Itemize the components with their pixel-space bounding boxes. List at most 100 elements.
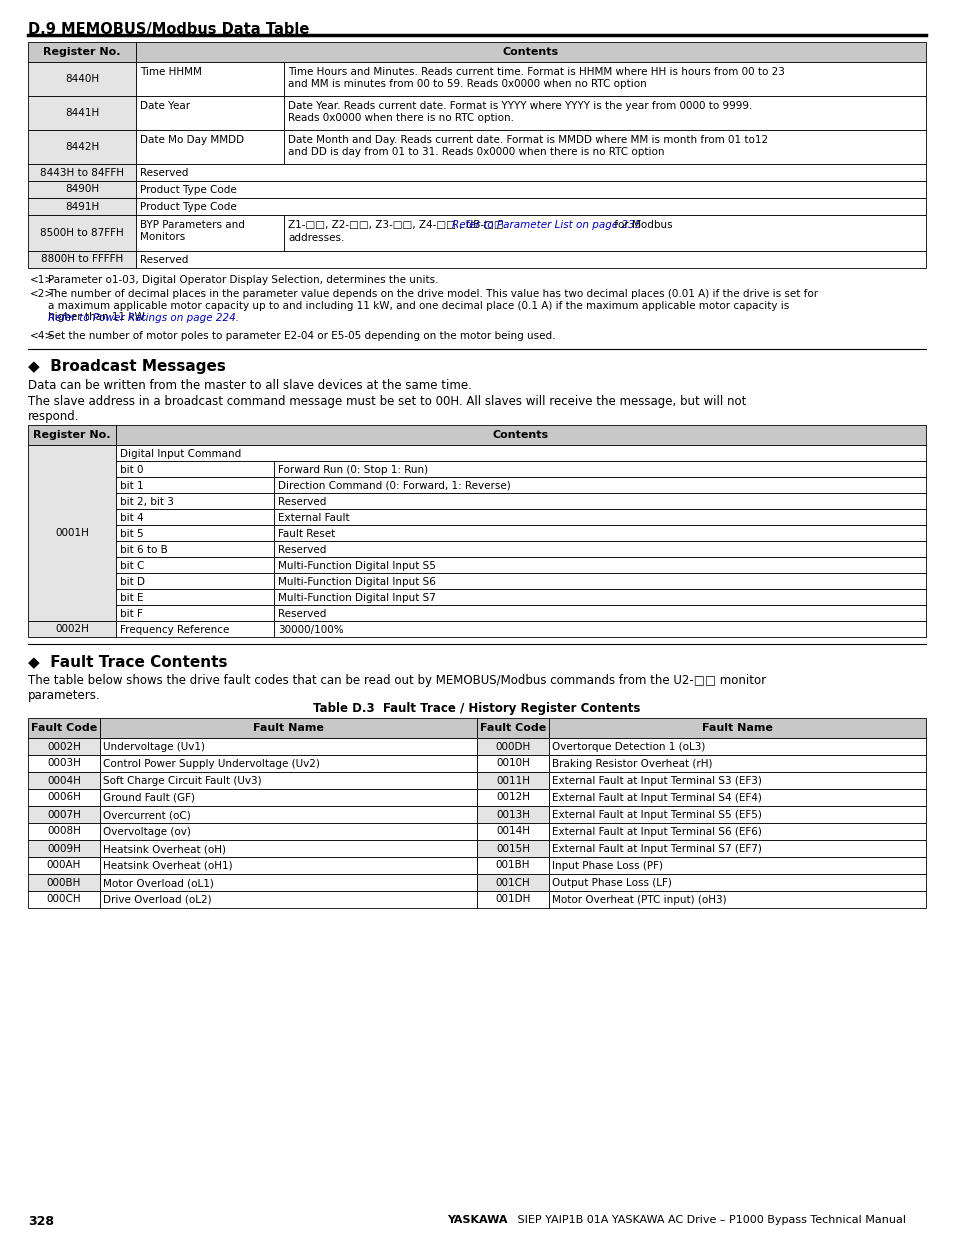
Bar <box>116 621 274 637</box>
Bar <box>116 445 925 461</box>
Text: 0014H: 0014H <box>496 826 530 836</box>
Text: bit 2, bit 3: bit 2, bit 3 <box>120 496 173 508</box>
Text: Table D.3  Fault Trace / History Register Contents: Table D.3 Fault Trace / History Register… <box>313 701 640 715</box>
Text: 0010H: 0010H <box>496 758 529 768</box>
Bar <box>548 874 925 890</box>
Bar <box>116 493 274 509</box>
Bar <box>100 789 476 806</box>
Text: 0004H: 0004H <box>47 776 81 785</box>
Bar <box>548 890 925 908</box>
Text: Contents: Contents <box>493 430 549 440</box>
Bar <box>274 509 925 525</box>
Text: Reserved: Reserved <box>140 168 188 178</box>
Text: 8500H to 87FFH: 8500H to 87FFH <box>40 228 124 238</box>
Text: 000BH: 000BH <box>47 878 81 888</box>
Bar <box>548 739 925 755</box>
Text: Multi-Function Digital Input S6: Multi-Function Digital Input S6 <box>277 577 436 587</box>
Bar <box>274 541 925 557</box>
Bar <box>274 525 925 541</box>
Bar <box>116 605 274 621</box>
Bar <box>100 806 476 823</box>
Bar <box>28 445 116 621</box>
Text: Frequency Reference: Frequency Reference <box>120 625 229 635</box>
Bar <box>476 806 548 823</box>
Bar <box>116 541 274 557</box>
Text: Multi-Function Digital Input S7: Multi-Function Digital Input S7 <box>277 593 436 603</box>
Text: <1>: <1> <box>30 275 54 285</box>
Bar <box>476 857 548 874</box>
Bar <box>28 96 136 130</box>
Text: Forward Run (0: Stop 1: Run): Forward Run (0: Stop 1: Run) <box>277 466 428 475</box>
Bar <box>100 890 476 908</box>
Text: 8490H: 8490H <box>65 184 99 194</box>
Text: 8440H: 8440H <box>65 74 99 84</box>
Bar <box>28 621 116 637</box>
Text: Parameter o1-03, Digital Operator Display Selection, determines the units.: Parameter o1-03, Digital Operator Displa… <box>48 275 438 285</box>
Text: Register No.: Register No. <box>43 47 121 57</box>
Bar <box>548 823 925 840</box>
Bar <box>274 573 925 589</box>
Text: 8441H: 8441H <box>65 107 99 119</box>
Text: bit D: bit D <box>120 577 145 587</box>
Text: 000DH: 000DH <box>495 741 530 752</box>
Text: 0011H: 0011H <box>496 776 530 785</box>
Bar <box>100 840 476 857</box>
Text: Fault Name: Fault Name <box>253 722 324 734</box>
Text: Overtorque Detection 1 (oL3): Overtorque Detection 1 (oL3) <box>552 742 704 752</box>
Bar <box>116 573 274 589</box>
Bar <box>476 755 548 772</box>
Text: Braking Resistor Overheat (rH): Braking Resistor Overheat (rH) <box>552 760 712 769</box>
Text: 001CH: 001CH <box>496 878 530 888</box>
Bar <box>28 215 136 251</box>
Text: Reserved: Reserved <box>277 496 326 508</box>
Text: Direction Command (0: Forward, 1: Reverse): Direction Command (0: Forward, 1: Revers… <box>277 480 510 492</box>
Bar <box>28 755 100 772</box>
Bar <box>136 215 284 251</box>
Bar <box>28 806 100 823</box>
Bar <box>116 461 274 477</box>
Text: 0002H: 0002H <box>47 741 81 752</box>
Text: 0001H: 0001H <box>55 529 89 538</box>
Text: 0007H: 0007H <box>47 809 81 820</box>
Text: Product Type Code: Product Type Code <box>140 203 236 212</box>
Text: 8443H to 84FFH: 8443H to 84FFH <box>40 168 124 178</box>
Bar <box>476 772 548 789</box>
Text: 0009H: 0009H <box>47 844 81 853</box>
Text: Input Phase Loss (PF): Input Phase Loss (PF) <box>552 861 662 871</box>
Text: Data can be written from the master to all slave devices at the same time.: Data can be written from the master to a… <box>28 379 472 391</box>
Bar <box>116 525 274 541</box>
Bar <box>548 857 925 874</box>
Bar <box>284 62 925 96</box>
Bar <box>548 772 925 789</box>
Text: bit F: bit F <box>120 609 143 619</box>
Bar <box>548 789 925 806</box>
Bar <box>284 130 925 164</box>
Text: for Modbus: for Modbus <box>611 220 672 230</box>
Text: Date Mo Day MMDD: Date Mo Day MMDD <box>140 135 244 144</box>
Bar <box>28 198 136 215</box>
Bar <box>476 823 548 840</box>
Bar <box>28 130 136 164</box>
Bar <box>28 42 136 62</box>
Text: The table below shows the drive fault codes that can be read out by MEMOBUS/Modb: The table below shows the drive fault co… <box>28 674 765 701</box>
Text: Fault Reset: Fault Reset <box>277 529 335 538</box>
Text: 0003H: 0003H <box>47 758 81 768</box>
Bar <box>100 755 476 772</box>
Bar <box>284 96 925 130</box>
Text: Reserved: Reserved <box>277 545 326 555</box>
Text: Refer to Power Ratings on page 224.: Refer to Power Ratings on page 224. <box>48 312 239 324</box>
Text: BYP Parameters and
Monitors: BYP Parameters and Monitors <box>140 220 245 242</box>
Text: 328: 328 <box>28 1215 54 1228</box>
Bar <box>28 772 100 789</box>
Text: 001DH: 001DH <box>495 894 530 904</box>
Bar <box>116 477 274 493</box>
Bar <box>100 823 476 840</box>
Text: Digital Input Command: Digital Input Command <box>120 450 241 459</box>
Bar <box>28 718 100 739</box>
Text: Ground Fault (GF): Ground Fault (GF) <box>103 793 194 803</box>
Text: 8800H to FFFFH: 8800H to FFFFH <box>41 254 123 264</box>
Bar <box>28 62 136 96</box>
Bar <box>548 840 925 857</box>
Text: bit 1: bit 1 <box>120 480 144 492</box>
Text: SIEP YAIP1B 01A YASKAWA AC Drive – P1000 Bypass Technical Manual: SIEP YAIP1B 01A YASKAWA AC Drive – P1000… <box>514 1215 905 1225</box>
